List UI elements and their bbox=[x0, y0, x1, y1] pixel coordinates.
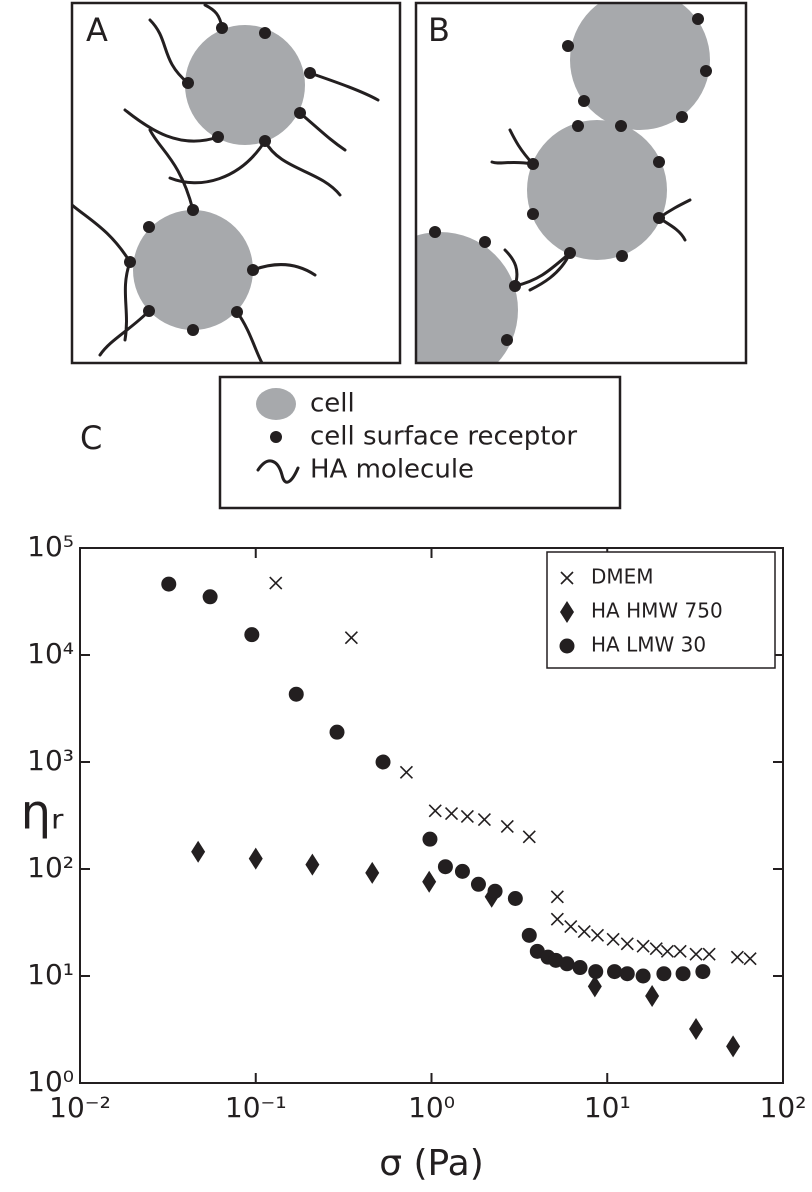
point bbox=[577, 925, 591, 939]
point bbox=[487, 883, 503, 899]
legend-label: HA LMW 30 bbox=[591, 633, 706, 657]
point bbox=[559, 956, 575, 972]
point bbox=[329, 724, 345, 740]
point bbox=[689, 947, 703, 961]
point bbox=[460, 809, 474, 823]
point bbox=[522, 830, 536, 844]
panel-a-frame bbox=[70, 1, 402, 365]
point bbox=[620, 937, 634, 951]
point bbox=[550, 890, 564, 904]
point bbox=[636, 939, 650, 953]
point bbox=[564, 919, 578, 934]
point bbox=[244, 627, 260, 643]
point bbox=[507, 891, 523, 907]
point bbox=[365, 861, 380, 884]
legend-label: DMEM bbox=[591, 565, 654, 589]
point bbox=[202, 589, 218, 605]
panel-b-frame bbox=[414, 1, 748, 365]
point bbox=[161, 576, 177, 592]
y-axis-label: ηᵣ bbox=[21, 785, 64, 841]
key-ha-icon bbox=[256, 459, 300, 484]
x-axis-label: σ (Pa) bbox=[379, 1143, 484, 1184]
point bbox=[588, 964, 604, 980]
point bbox=[673, 944, 687, 958]
legend-frame bbox=[546, 551, 776, 669]
point bbox=[590, 928, 605, 942]
x-tick-label: 10¹ bbox=[584, 1091, 631, 1124]
point bbox=[695, 964, 711, 980]
panel-label: B bbox=[428, 11, 450, 49]
point bbox=[288, 686, 304, 702]
point bbox=[550, 912, 564, 926]
panel-label: C bbox=[80, 419, 102, 457]
point bbox=[470, 876, 486, 892]
key-receptor-icon bbox=[270, 431, 282, 443]
key-label: HA molecule bbox=[310, 455, 474, 485]
y-tick-label: 10² bbox=[27, 851, 74, 884]
point bbox=[500, 819, 514, 833]
y-tick-label: 10⁴ bbox=[27, 637, 74, 670]
legend-marker bbox=[560, 601, 574, 623]
point bbox=[689, 1017, 704, 1040]
point bbox=[521, 927, 537, 943]
plot: 10⁻² 10⁻¹ 10⁰ 10¹ 10² 10⁰ 10¹ 10² 10³ 10⁴ 10⁵ σ (Pa… bbox=[21, 530, 807, 1184]
y-tick-label: 10⁰ bbox=[27, 1065, 74, 1098]
point bbox=[730, 950, 744, 964]
point bbox=[675, 966, 691, 982]
point bbox=[344, 631, 358, 645]
point bbox=[248, 847, 263, 870]
point bbox=[422, 831, 438, 847]
key-cell-icon bbox=[256, 388, 296, 420]
key-label: cell bbox=[310, 389, 355, 419]
point bbox=[645, 985, 660, 1008]
point bbox=[428, 804, 442, 818]
x-tick-label: 10⁻² bbox=[49, 1091, 111, 1124]
legend-marker bbox=[559, 638, 575, 654]
legend-marker bbox=[560, 571, 574, 585]
point bbox=[660, 944, 674, 958]
point bbox=[375, 754, 391, 770]
x-tick-label: 10⁻¹ bbox=[225, 1091, 287, 1124]
y-tick-label: 10¹ bbox=[27, 958, 74, 991]
point bbox=[619, 966, 635, 982]
point bbox=[587, 975, 602, 998]
point bbox=[606, 932, 620, 946]
point bbox=[726, 1035, 741, 1058]
point bbox=[702, 947, 716, 961]
y-tick-label: 10³ bbox=[27, 744, 74, 777]
key-frame bbox=[218, 375, 622, 510]
point bbox=[444, 806, 459, 821]
point bbox=[607, 964, 623, 980]
point bbox=[422, 870, 437, 893]
point bbox=[454, 863, 470, 879]
point bbox=[649, 942, 663, 956]
key-label: cell surface receptor bbox=[310, 422, 577, 452]
point bbox=[656, 966, 672, 982]
point bbox=[399, 765, 413, 779]
panel-b-drawing bbox=[416, 3, 712, 363]
point bbox=[437, 859, 453, 875]
point bbox=[477, 812, 491, 827]
point bbox=[269, 576, 283, 590]
legend-label: HA HMW 750 bbox=[591, 599, 723, 623]
x-tick-label: 10⁰ bbox=[408, 1091, 455, 1124]
panel-a-drawing bbox=[72, 3, 380, 363]
point bbox=[572, 960, 588, 976]
point bbox=[635, 968, 651, 984]
point bbox=[743, 952, 757, 966]
panel-label: A bbox=[86, 11, 108, 49]
point bbox=[305, 853, 320, 876]
y-tick-label: 10⁵ bbox=[27, 530, 74, 563]
point bbox=[191, 840, 206, 863]
x-tick-label: 10² bbox=[760, 1091, 807, 1124]
